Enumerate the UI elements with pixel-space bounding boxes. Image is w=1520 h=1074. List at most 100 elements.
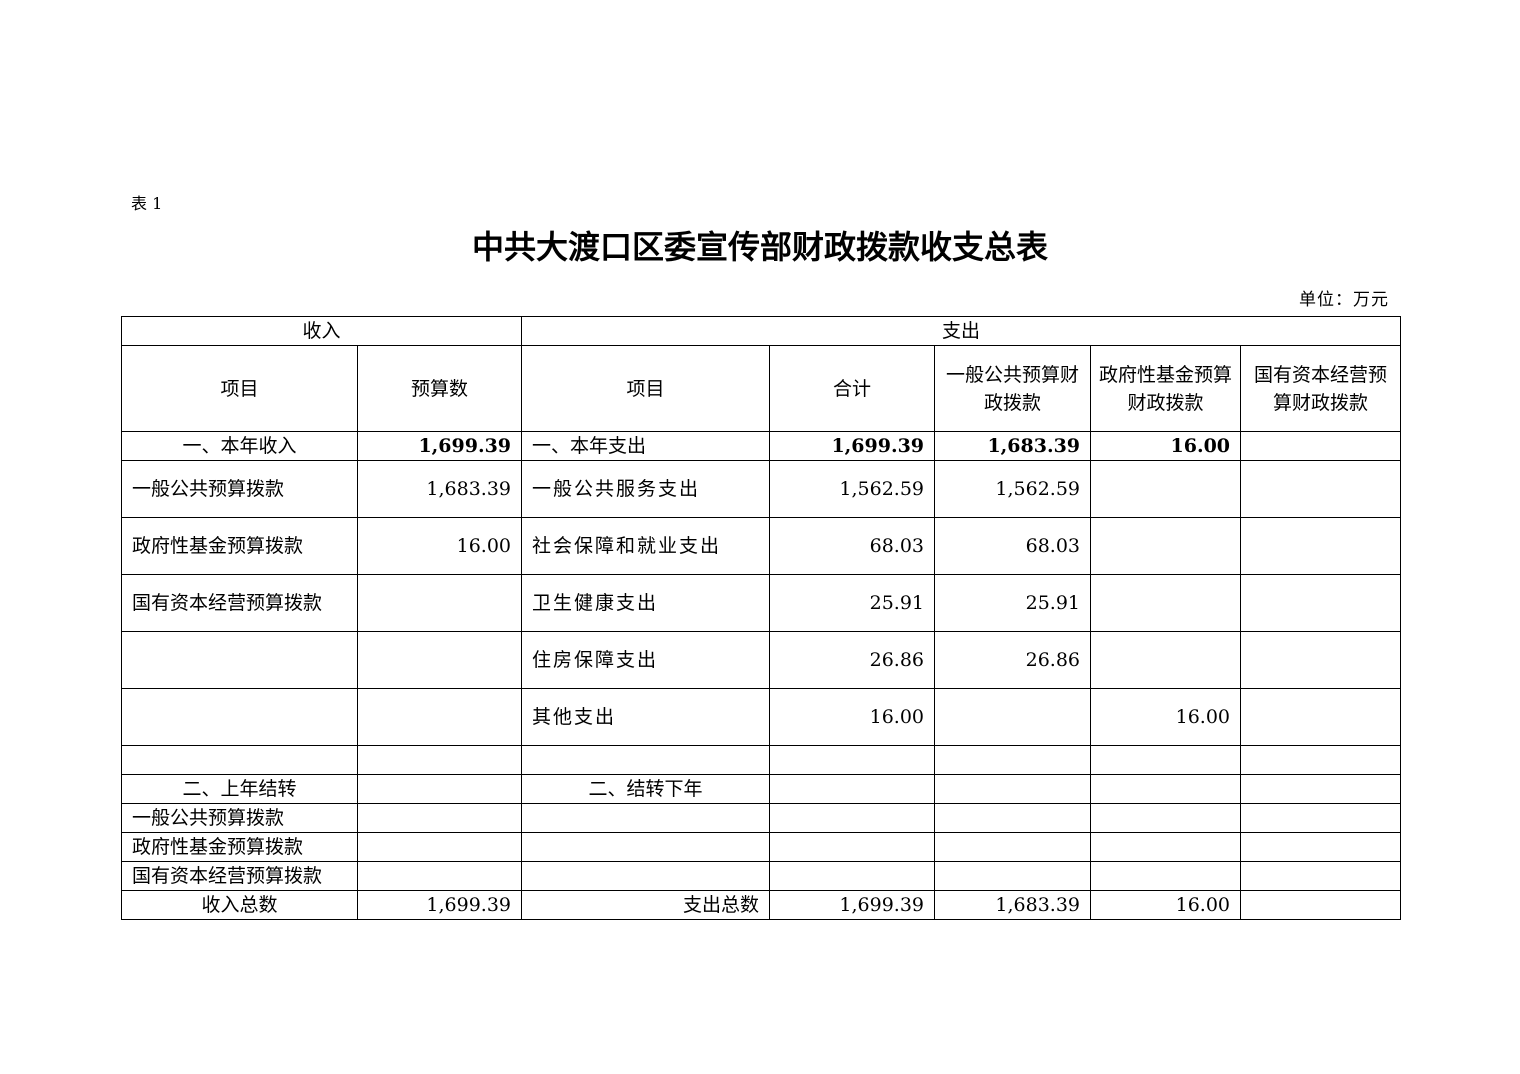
expense-header: 支出 — [521, 316, 1402, 346]
group-header-row: 收入 支出 — [120, 316, 1402, 346]
amount-cell — [1240, 460, 1402, 518]
table-row: 其他支出 16.00 16.00 — [121, 688, 1402, 746]
item-cell: 一般公共预算拨款 — [121, 803, 358, 833]
column-header: 一般公共预算财政拨款 — [934, 345, 1092, 432]
table-row: 国有资本经营预算拨款 — [121, 861, 1402, 891]
table-number: 表 1 — [131, 194, 163, 213]
table-row: 政府性基金预算拨款 16.00 社会保障和就业支出 68.03 68.03 — [121, 517, 1402, 575]
amount-cell: 1,699.39 — [769, 431, 936, 461]
amount-cell — [934, 832, 1092, 862]
table-row: 政府性基金预算拨款 — [121, 832, 1402, 862]
amount-cell — [1090, 574, 1242, 632]
amount-cell — [1090, 745, 1242, 775]
amount-cell — [356, 574, 523, 632]
table-row: 一般公共预算拨款 — [121, 803, 1402, 833]
amount-cell — [769, 774, 936, 804]
amount-cell — [934, 861, 1092, 891]
amount-cell — [1240, 890, 1402, 920]
amount-cell — [1240, 431, 1402, 461]
amount-cell — [1090, 861, 1242, 891]
amount-cell — [356, 745, 523, 775]
amount-cell — [356, 861, 523, 891]
amount-cell — [1240, 574, 1402, 632]
item-cell: 一、本年收入 — [121, 431, 358, 461]
table-row: 一般公共预算拨款 1,683.39 一般公共服务支出 1,562.59 1,562.59 — [121, 460, 1402, 518]
item-cell: 国有资本经营预算拨款 — [121, 574, 358, 632]
page-title: 中共大渡口区委宣传部财政拨款收支总表 — [471, 228, 1048, 266]
amount-cell — [769, 861, 936, 891]
amount-cell — [934, 688, 1092, 746]
column-header: 合计 — [769, 345, 936, 432]
item-cell: 社会保障和就业支出 — [521, 517, 771, 575]
item-cell: 收入总数 — [121, 890, 358, 920]
amount-cell — [1090, 803, 1242, 833]
amount-cell: 16.00 — [1090, 431, 1242, 461]
table-row: 住房保障支出 26.86 26.86 — [121, 631, 1402, 689]
table-row: 二、上年结转 二、结转下年 — [121, 774, 1402, 804]
table-row: 国有资本经营预算拨款 卫生健康支出 25.91 25.91 — [121, 574, 1402, 632]
column-header-row: 项目 预算数 项目 合计 一般公共预算财政拨款 政府性基金预算财政拨款 国有资本… — [121, 345, 1402, 432]
item-cell — [121, 688, 358, 746]
income-header: 收入 — [120, 316, 523, 346]
column-header: 项目 — [521, 345, 771, 432]
amount-cell — [934, 803, 1092, 833]
item-cell: 政府性基金预算拨款 — [121, 832, 358, 862]
amount-cell — [769, 832, 936, 862]
amount-cell — [769, 745, 936, 775]
amount-cell — [1090, 832, 1242, 862]
table-row — [121, 745, 1402, 775]
amount-cell: 1,683.39 — [934, 890, 1092, 920]
amount-cell — [1090, 774, 1242, 804]
amount-cell — [1240, 774, 1402, 804]
amount-cell — [356, 688, 523, 746]
table-row: 收入总数 1,699.39 支出总数 1,699.39 1,683.39 16.00 — [121, 890, 1402, 920]
amount-cell: 16.00 — [1090, 890, 1242, 920]
item-cell — [521, 861, 771, 891]
unit-label: 单位：万元 — [1299, 290, 1389, 310]
budget-summary-table: 收入 支出 项目 预算数 项目 合计 一般公共预算财政拨款 政府性基金预算财政拨… — [120, 316, 1402, 920]
item-cell: 国有资本经营预算拨款 — [121, 861, 358, 891]
amount-cell: 25.91 — [934, 574, 1092, 632]
column-header: 国有资本经营预算财政拨款 — [1240, 345, 1402, 432]
item-cell: 住房保障支出 — [521, 631, 771, 689]
amount-cell — [356, 774, 523, 804]
item-cell: 一般公共服务支出 — [521, 460, 771, 518]
amount-cell — [1240, 688, 1402, 746]
item-cell: 其他支出 — [521, 688, 771, 746]
column-header: 政府性基金预算财政拨款 — [1090, 345, 1242, 432]
item-cell: 卫生健康支出 — [521, 574, 771, 632]
item-cell — [121, 631, 358, 689]
amount-cell — [769, 803, 936, 833]
item-cell: 支出总数 — [521, 890, 771, 920]
amount-cell: 68.03 — [934, 517, 1092, 575]
amount-cell: 26.86 — [769, 631, 936, 689]
amount-cell — [934, 745, 1092, 775]
amount-cell: 1,699.39 — [356, 431, 523, 461]
amount-cell: 1,699.39 — [356, 890, 523, 920]
amount-cell: 1,683.39 — [934, 431, 1092, 461]
amount-cell: 1,562.59 — [769, 460, 936, 518]
item-cell — [121, 745, 358, 775]
amount-cell — [356, 803, 523, 833]
amount-cell — [1090, 631, 1242, 689]
amount-cell — [1240, 803, 1402, 833]
amount-cell: 1,683.39 — [356, 460, 523, 518]
item-cell: 一、本年支出 — [521, 431, 771, 461]
amount-cell — [1090, 460, 1242, 518]
amount-cell — [356, 631, 523, 689]
amount-cell: 25.91 — [769, 574, 936, 632]
amount-cell — [1240, 631, 1402, 689]
amount-cell: 16.00 — [769, 688, 936, 746]
amount-cell: 26.86 — [934, 631, 1092, 689]
item-cell: 二、结转下年 — [521, 774, 771, 804]
amount-cell — [1240, 517, 1402, 575]
item-cell — [521, 745, 771, 775]
amount-cell: 68.03 — [769, 517, 936, 575]
amount-cell: 1,562.59 — [934, 460, 1092, 518]
amount-cell — [1090, 517, 1242, 575]
item-cell — [521, 832, 771, 862]
amount-cell: 16.00 — [356, 517, 523, 575]
item-cell — [521, 803, 771, 833]
amount-cell — [1240, 861, 1402, 891]
table-row: 一、本年收入 1,699.39 一、本年支出 1,699.39 1,683.39 16.0… — [121, 431, 1402, 461]
